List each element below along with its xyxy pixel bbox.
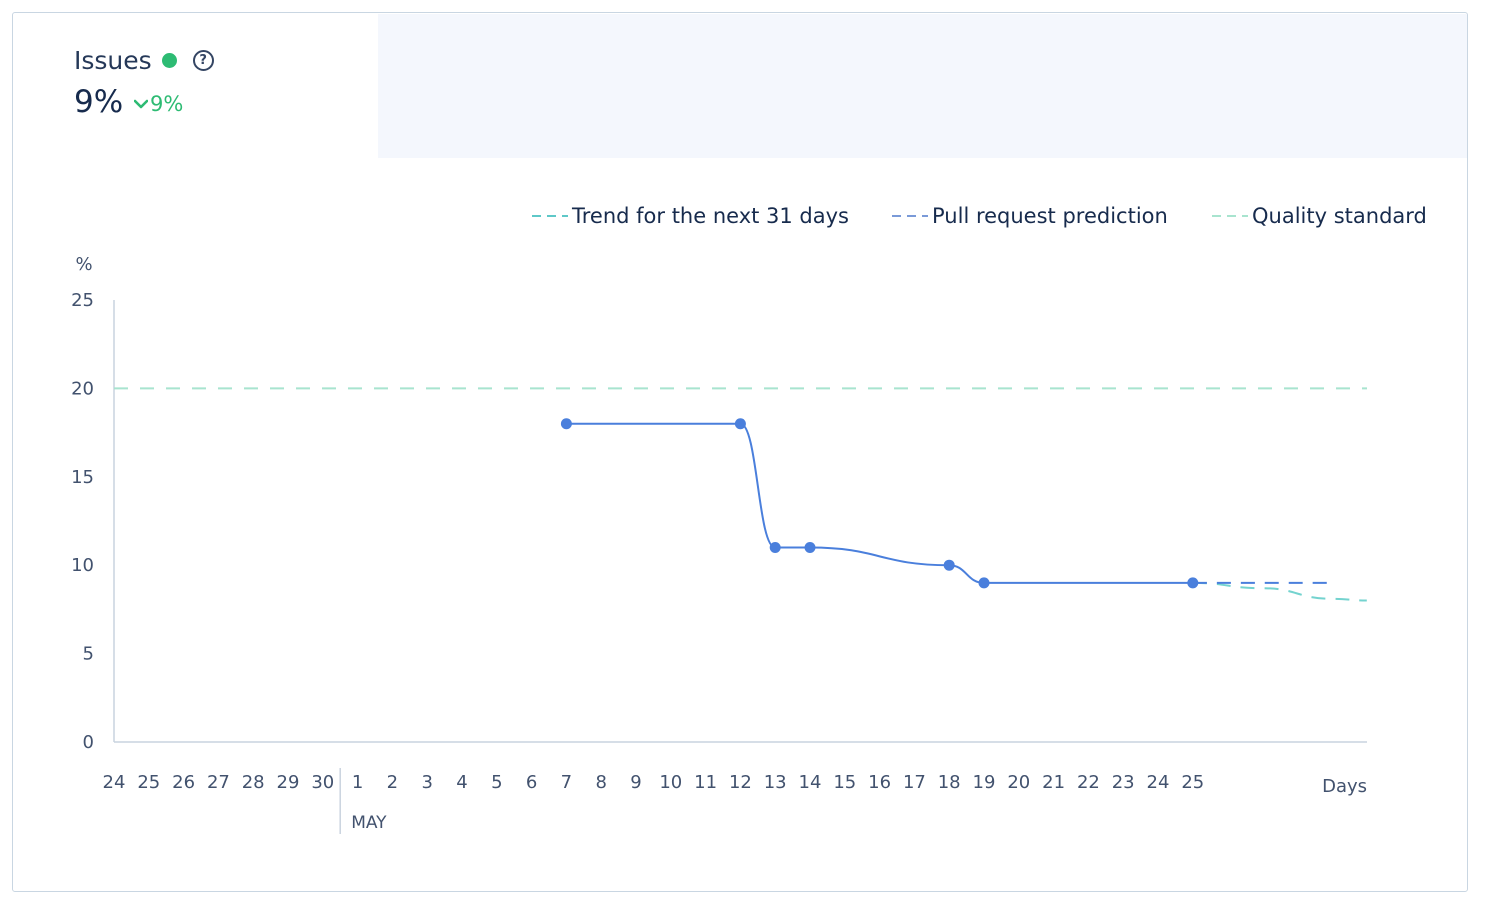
y-tick-label: 15 bbox=[71, 467, 94, 488]
x-tick-label: 14 bbox=[799, 772, 822, 793]
x-tick-label: 5 bbox=[491, 772, 502, 793]
metric-value: 9% bbox=[74, 84, 124, 120]
x-tick-label: 2 bbox=[387, 772, 398, 793]
y-tick-label: 10 bbox=[71, 555, 94, 576]
issues-line bbox=[566, 422, 1193, 584]
header-band bbox=[378, 14, 1467, 158]
legend-quality-standard-label: Quality standard bbox=[1252, 204, 1427, 228]
legend-quality-standard[interactable]: Quality standard bbox=[1212, 204, 1427, 228]
metric-title: Issues bbox=[74, 46, 152, 75]
issues-data-point[interactable] bbox=[1187, 577, 1199, 589]
legend-trend[interactable]: Trend for the next 31 days bbox=[532, 204, 849, 228]
legend-pull-request-label: Pull request prediction bbox=[932, 204, 1168, 228]
x-tick-label: 8 bbox=[595, 772, 606, 793]
x-tick-label: 22 bbox=[1077, 772, 1100, 793]
x-tick-label: 21 bbox=[1042, 772, 1065, 793]
x-tick-label: 24 bbox=[1147, 772, 1170, 793]
x-tick-label: 18 bbox=[938, 772, 961, 793]
legend-pull-request[interactable]: Pull request prediction bbox=[892, 204, 1168, 228]
x-tick-label: 26 bbox=[172, 772, 195, 793]
x-tick-label: 3 bbox=[421, 772, 432, 793]
x-tick-label: 12 bbox=[729, 772, 752, 793]
y-tick-label: 0 bbox=[83, 732, 94, 753]
issues-data-point[interactable] bbox=[978, 577, 990, 589]
x-tick-label: 10 bbox=[659, 772, 682, 793]
x-tick-label: 15 bbox=[833, 772, 856, 793]
y-axis-label: % bbox=[75, 254, 92, 275]
issues-data-point[interactable] bbox=[734, 418, 746, 430]
legend-pull-request-swatch bbox=[892, 215, 928, 217]
x-tick-label: 19 bbox=[973, 772, 996, 793]
x-tick-label: 9 bbox=[630, 772, 641, 793]
legend-trend-label: Trend for the next 31 days bbox=[572, 204, 849, 228]
x-tick-label: 30 bbox=[311, 772, 334, 793]
x-tick-label: 4 bbox=[456, 772, 467, 793]
issues-widget-card bbox=[12, 12, 1468, 892]
metric-delta-value: 9% bbox=[150, 92, 184, 116]
legend-trend-swatch bbox=[532, 215, 568, 217]
y-tick-label: 20 bbox=[71, 378, 94, 399]
trend-line bbox=[1192, 581, 1367, 602]
chevron-down-icon bbox=[134, 99, 148, 109]
issues-data-point[interactable] bbox=[943, 559, 955, 571]
x-tick-label: 24 bbox=[103, 772, 126, 793]
x-tick-label: 23 bbox=[1112, 772, 1135, 793]
x-tick-label: 28 bbox=[242, 772, 265, 793]
status-dot-icon bbox=[161, 53, 177, 68]
x-tick-label: 17 bbox=[903, 772, 926, 793]
issues-data-point[interactable] bbox=[560, 418, 572, 430]
metric-header: Issues ? bbox=[74, 46, 214, 75]
x-tick-label: 25 bbox=[1181, 772, 1204, 793]
x-tick-label: 7 bbox=[561, 772, 572, 793]
metric-delta: 9% bbox=[134, 92, 183, 116]
x-tick-label: 6 bbox=[526, 772, 537, 793]
month-label: MAY bbox=[351, 813, 387, 833]
y-tick-label: 25 bbox=[71, 290, 94, 311]
issues-data-point[interactable] bbox=[804, 542, 816, 554]
x-tick-label: 11 bbox=[694, 772, 717, 793]
x-tick-label: 16 bbox=[868, 772, 891, 793]
legend-quality-standard-swatch bbox=[1212, 215, 1248, 217]
x-tick-label: 29 bbox=[277, 772, 300, 793]
x-tick-label: 13 bbox=[764, 772, 787, 793]
x-tick-label: 1 bbox=[352, 772, 363, 793]
y-tick-label: 5 bbox=[83, 644, 94, 665]
x-axis-label: Days bbox=[1322, 776, 1367, 797]
x-tick-label: 25 bbox=[137, 772, 160, 793]
x-tick-label: 20 bbox=[1007, 772, 1030, 793]
issues-data-point[interactable] bbox=[769, 542, 781, 554]
x-tick-label: 27 bbox=[207, 772, 230, 793]
question-circle-icon[interactable]: ? bbox=[192, 50, 214, 71]
